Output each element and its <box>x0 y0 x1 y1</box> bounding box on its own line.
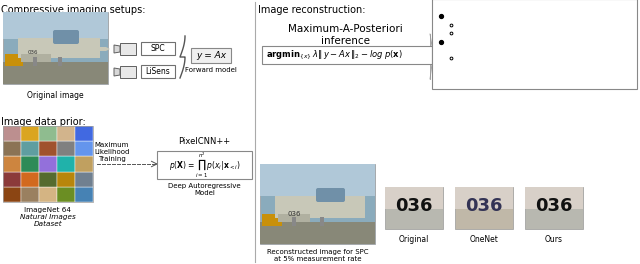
Text: ImageNet 64: ImageNet 64 <box>24 207 72 213</box>
Bar <box>21 126 39 141</box>
Bar <box>385 187 443 209</box>
Bar <box>262 214 282 226</box>
Bar <box>39 156 57 172</box>
Bar <box>3 12 108 84</box>
Text: 036: 036 <box>396 197 433 215</box>
Bar <box>260 164 375 196</box>
Bar <box>385 187 443 229</box>
Text: 036: 036 <box>535 197 573 215</box>
Bar <box>525 187 583 209</box>
Bar <box>292 217 296 226</box>
Bar <box>191 48 231 63</box>
Text: Solve for x:: Solve for x: <box>438 6 486 15</box>
Bar <box>3 62 108 84</box>
Text: PixelCNN++: PixelCNN++ <box>179 137 230 146</box>
Bar <box>3 172 21 187</box>
Bar <box>57 126 75 141</box>
Text: Satisfying the forward model
observation using: Satisfying the forward model observation… <box>446 44 550 57</box>
Text: Ours: Ours <box>545 235 563 244</box>
Text: Maximum
Likelihood
Training: Maximum Likelihood Training <box>94 142 130 162</box>
Text: Back-prop to inputs: Back-prop to inputs <box>456 27 525 33</box>
Text: Pixel-dropout: Pixel-dropout <box>456 35 502 41</box>
Text: Compressive imaging setups:: Compressive imaging setups: <box>1 5 145 15</box>
Bar <box>21 141 39 156</box>
Bar <box>39 141 57 156</box>
Bar <box>455 187 513 209</box>
Bar <box>278 214 310 222</box>
Bar <box>260 164 375 244</box>
Text: Image data prior:: Image data prior: <box>1 117 86 127</box>
Bar <box>3 141 21 156</box>
Bar <box>3 156 21 172</box>
Bar <box>3 187 21 202</box>
Text: Reconstructed image for SPC
at 5% measurement rate: Reconstructed image for SPC at 5% measur… <box>267 249 368 262</box>
Bar <box>75 187 93 202</box>
Text: Original: Original <box>399 235 429 244</box>
Polygon shape <box>114 68 120 76</box>
Text: Natural Images: Natural Images <box>20 214 76 220</box>
Bar <box>39 172 57 187</box>
Bar <box>57 156 75 172</box>
Bar <box>57 141 75 156</box>
Bar <box>21 172 39 187</box>
Bar <box>3 126 93 202</box>
Text: Original image: Original image <box>27 91 84 100</box>
Text: $p(\mathbf{X}) = \prod_{i=1}^{n^2} p(x_i|\mathbf{x}_{<i})$: $p(\mathbf{X}) = \prod_{i=1}^{n^2} p(x_i… <box>168 150 241 180</box>
Bar <box>21 187 39 202</box>
Text: Dataset: Dataset <box>34 221 62 227</box>
Bar <box>157 151 252 179</box>
Bar <box>33 57 37 66</box>
Bar <box>320 217 324 226</box>
Bar <box>18 38 100 58</box>
Text: 036: 036 <box>465 197 503 215</box>
FancyBboxPatch shape <box>53 30 79 44</box>
FancyArrow shape <box>100 47 110 51</box>
Bar <box>432 0 637 89</box>
Bar <box>58 57 62 66</box>
FancyBboxPatch shape <box>316 188 345 202</box>
Bar <box>262 46 432 64</box>
Bar <box>141 42 175 55</box>
Text: Hard-constraint /
Soft-constraint: Hard-constraint / Soft-constraint <box>456 60 515 73</box>
Bar <box>21 54 51 62</box>
Text: Maximum-A-Posteriori
inference: Maximum-A-Posteriori inference <box>287 24 403 46</box>
Text: Repeat till convergence: Repeat till convergence <box>438 76 529 85</box>
Bar <box>525 187 583 229</box>
Bar <box>39 126 57 141</box>
Bar <box>75 141 93 156</box>
Text: $\mathbf{argmin}_{\{x\}}\; \lambda\|\, y - Ax\, \|_2 - \mathit{log}\; p(\mathbf{: $\mathbf{argmin}_{\{x\}}\; \lambda\|\, y… <box>266 49 403 61</box>
Bar <box>120 66 136 78</box>
Bar <box>75 126 93 141</box>
Bar <box>57 187 75 202</box>
Text: 036: 036 <box>28 50 38 54</box>
Bar <box>21 156 39 172</box>
Text: SPC: SPC <box>150 44 165 53</box>
Bar <box>75 172 93 187</box>
Bar <box>39 187 57 202</box>
Bar <box>3 126 21 141</box>
Bar <box>275 196 365 218</box>
Bar <box>260 222 375 244</box>
Text: Gradient ascent w.r.t $p(\mathbf{X})$: Gradient ascent w.r.t $p(\mathbf{X})$ <box>446 18 542 28</box>
Bar <box>455 187 513 229</box>
Bar <box>57 172 75 187</box>
Text: OneNet: OneNet <box>470 235 499 244</box>
Text: Image reconstruction:: Image reconstruction: <box>258 5 365 15</box>
Text: LiSens: LiSens <box>146 67 170 76</box>
Bar <box>75 156 93 172</box>
Bar <box>141 65 175 78</box>
Bar <box>120 43 136 55</box>
Bar <box>3 12 108 39</box>
Polygon shape <box>114 45 120 53</box>
Bar <box>5 54 23 66</box>
Text: Deep Autoregressive
Model: Deep Autoregressive Model <box>168 183 241 196</box>
Text: 036: 036 <box>288 211 301 217</box>
Text: Forward model: Forward model <box>185 67 237 73</box>
Text: y = Ax: y = Ax <box>196 51 226 60</box>
